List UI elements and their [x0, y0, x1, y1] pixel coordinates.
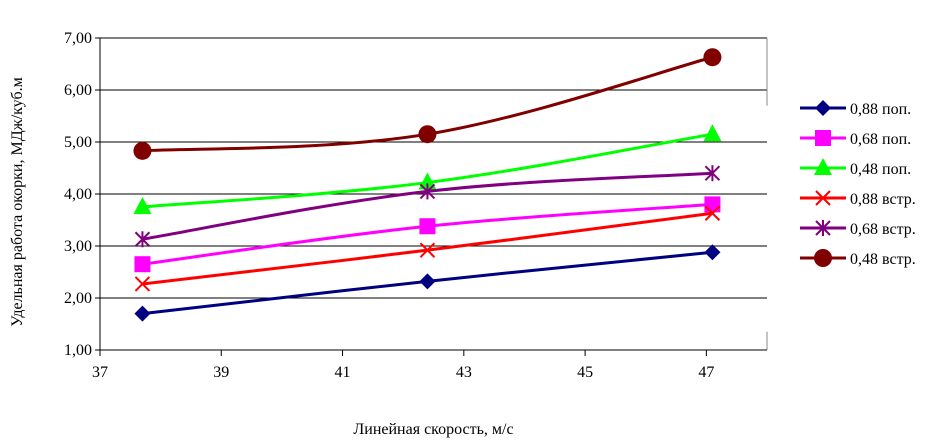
- x-tick-label: 45: [577, 364, 593, 381]
- y-tick-label: 2,00: [64, 290, 92, 307]
- y-tick-label: 5,00: [64, 134, 92, 151]
- legend-item: 0,48 поп.: [800, 158, 911, 178]
- data-point: [419, 183, 436, 200]
- x-tick-label: 43: [456, 364, 472, 381]
- series-3: [133, 124, 722, 214]
- marker-stroke: [704, 205, 721, 221]
- marker-stroke: [134, 276, 151, 292]
- data-point: [703, 48, 722, 67]
- grid-lines: [100, 37, 767, 299]
- legend-marker: [815, 220, 831, 236]
- legend-marker: [814, 158, 832, 175]
- y-tick-label: 1,00: [64, 342, 92, 359]
- data-point: [704, 165, 721, 182]
- axes: [95, 37, 768, 356]
- tick-labels: 1,00 2,00 3,00 4,00 5,00 6,00 7,00 37 39 41 43 45 47: [64, 30, 714, 381]
- data-point: [134, 305, 151, 322]
- marker-stroke: [815, 190, 831, 206]
- legend-marker: [815, 100, 831, 116]
- series-1: [134, 244, 721, 322]
- legend-label: 0,88 встр.: [850, 191, 916, 208]
- legend: 0,88 поп. 0,68 поп. 0,48 поп. 0,88 встр. 0,6…: [800, 100, 916, 268]
- x-tick-label: 41: [335, 364, 351, 381]
- legend-item: 0,88 встр.: [800, 190, 916, 208]
- data-point: [704, 196, 721, 213]
- data-point: [704, 244, 721, 261]
- legend-label: 0,68 поп.: [850, 131, 911, 148]
- data-point: [134, 276, 151, 292]
- marker-stroke: [419, 242, 436, 258]
- legend-item: 0,48 встр.: [800, 249, 916, 268]
- data-point: [419, 273, 436, 290]
- data-point: [133, 141, 152, 160]
- y-axis-title: Удельная работа окорки, МДж/куб.м: [9, 77, 26, 327]
- y-tick-label: 4,00: [64, 186, 92, 203]
- series-line: [142, 202, 713, 266]
- data-point: [419, 242, 436, 258]
- legend-marker: [815, 130, 831, 146]
- data-point: [704, 205, 721, 221]
- legend-item: 0,88 поп.: [800, 100, 911, 118]
- x-tick-label: 37: [92, 364, 108, 381]
- data-point: [418, 125, 437, 144]
- y-tick-label: 3,00: [64, 238, 92, 255]
- legend-marker: [814, 249, 832, 267]
- x-axis-title: Линейная скорость, м/с: [353, 421, 513, 438]
- data-point: [134, 256, 151, 273]
- legend-label: 0,48 поп.: [850, 161, 911, 178]
- data-point: [418, 172, 437, 190]
- y-tick-label: 7,00: [64, 30, 92, 47]
- series-4: [134, 205, 721, 292]
- x-tick-label: 39: [213, 364, 229, 381]
- x-tick-label: 47: [698, 364, 714, 381]
- legend-item: 0,68 встр.: [800, 220, 916, 238]
- data-point: [703, 124, 722, 142]
- series-5: [134, 165, 721, 248]
- series-group: [133, 48, 722, 322]
- data-point: [133, 197, 152, 214]
- series-6: [133, 48, 722, 160]
- legend-label: 0,68 встр.: [850, 221, 916, 238]
- data-point: [134, 231, 151, 248]
- legend-item: 0,68 поп.: [800, 130, 911, 148]
- data-point: [419, 218, 436, 235]
- legend-label: 0,48 встр.: [850, 251, 916, 268]
- legend-marker: [815, 190, 831, 206]
- y-tick-label: 6,00: [64, 82, 92, 99]
- legend-label: 0,88 поп.: [850, 101, 911, 118]
